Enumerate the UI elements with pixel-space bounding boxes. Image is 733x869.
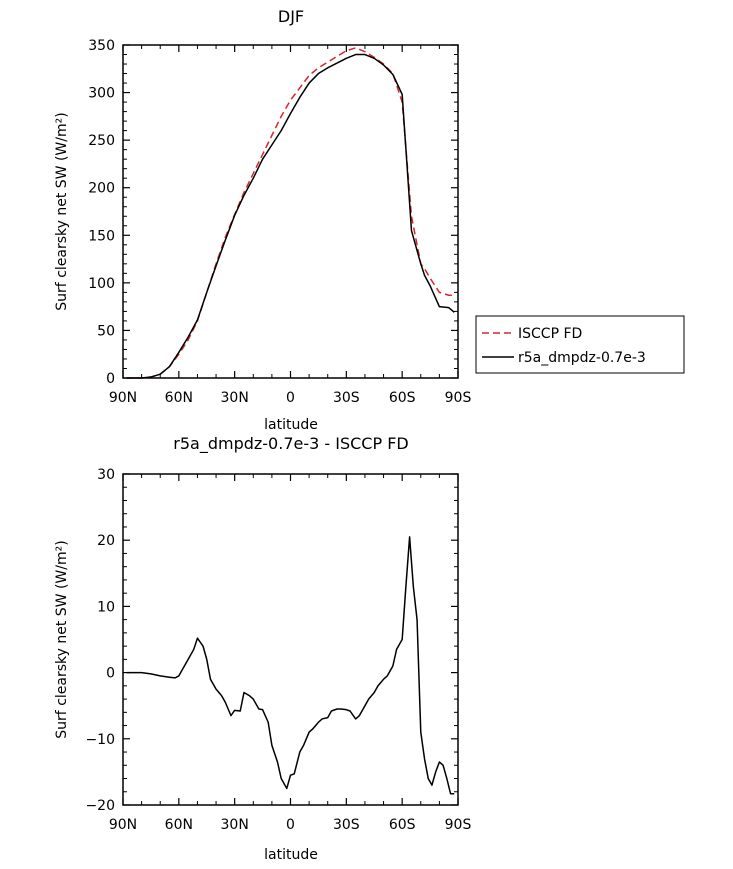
x-tick-label: 90N (109, 390, 137, 406)
bottom-y-axis-label: Surf clearsky net SW (W/m²) (54, 540, 70, 738)
top-chart-title: DJF (278, 7, 304, 26)
y-tick-label: 150 (88, 228, 115, 244)
x-tick-label: 60S (389, 817, 416, 833)
y-tick-label: 10 (97, 599, 115, 615)
x-tick-label: 0 (286, 390, 295, 406)
y-tick-label: 350 (88, 38, 115, 54)
top-x-axis-label: latitude (264, 417, 318, 433)
bottom-series-lines (126, 536, 455, 795)
x-tick-label: 30S (333, 817, 360, 833)
x-tick-label: 90N (109, 817, 137, 833)
y-tick-label: 100 (88, 276, 115, 292)
series-line-0-1 (126, 53, 455, 379)
y-tick-label: 200 (88, 181, 115, 197)
legend-frame (475, 315, 685, 374)
top-axis-ticks: 90N 60N 30N 0 30S 60S 90S 0 50 100 150 200 250 300 350 (88, 38, 471, 406)
x-tick-label: 90S (445, 817, 472, 833)
legend-label-isccp: ISCCP FD (518, 326, 582, 342)
x-tick-label: 30S (333, 390, 360, 406)
x-tick-label: 60S (389, 390, 416, 406)
series-line-1-0 (126, 536, 455, 795)
x-tick-label: 60N (165, 817, 193, 833)
y-tick-label: 0 (106, 371, 115, 387)
y-tick-label: −10 (85, 732, 115, 748)
bottom-chart-title: r5a_dmpdz-0.7e-3 - ISCCP FD (173, 434, 408, 454)
top-plot-frame (122, 44, 459, 379)
x-tick-label: 60N (165, 390, 193, 406)
y-tick-label: −20 (85, 798, 115, 814)
bottom-axis-ticks: 90N 60N 30N 0 30S 60S 90S −20 −10 0 10 20 30 (85, 467, 471, 833)
legend-label-r5a: r5a_dmpdz-0.7e-3 (518, 350, 646, 366)
x-tick-label: 30N (221, 390, 249, 406)
x-tick-label: 30N (221, 817, 249, 833)
y-tick-label: 20 (97, 533, 115, 549)
bottom-panel: r5a_dmpdz-0.7e-3 - ISCCP FD 90N 60N 30N 0 30… (54, 434, 471, 863)
legend: ISCCP FD r5a_dmpdz-0.7e-3 (475, 315, 685, 374)
series-line-0-0 (126, 47, 455, 379)
top-series-lines (126, 47, 455, 379)
top-y-axis-label: Surf clearsky net SW (W/m²) (54, 112, 70, 310)
y-tick-label: 300 (88, 86, 115, 102)
y-tick-label: 250 (88, 133, 115, 149)
bottom-x-axis-label: latitude (264, 847, 318, 863)
y-tick-label: 30 (97, 467, 115, 483)
y-tick-label: 0 (106, 666, 115, 682)
x-tick-label: 0 (286, 817, 295, 833)
y-tick-label: 50 (97, 323, 115, 339)
bottom-plot-frame (122, 473, 459, 806)
top-panel: DJF 90N 60N 30N 0 30S 60S 90S 0 50 100 150 200 250 30… (54, 7, 471, 433)
x-tick-label: 90S (445, 390, 472, 406)
